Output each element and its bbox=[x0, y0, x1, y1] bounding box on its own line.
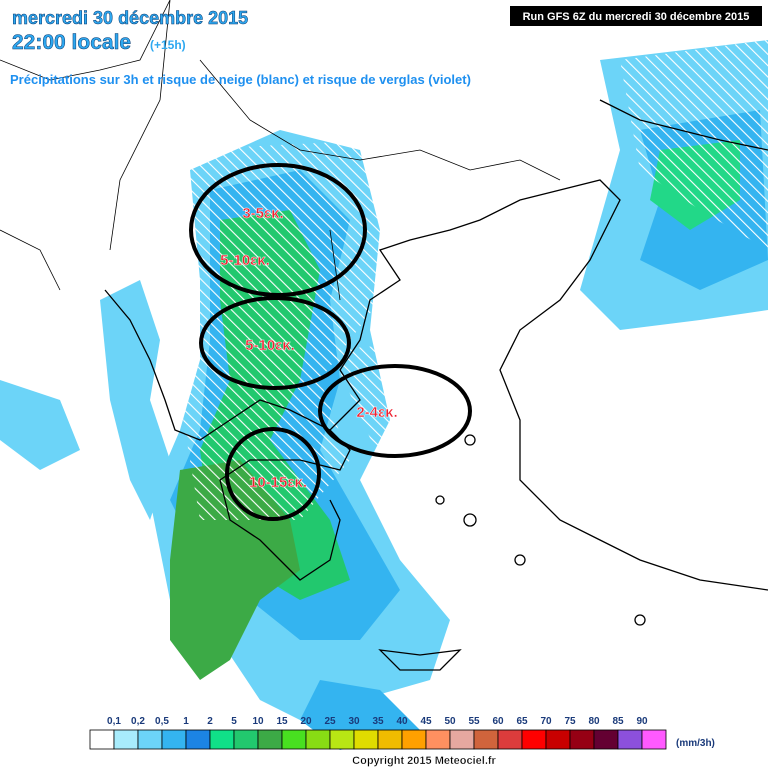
copyright: Copyright 2015 Meteociel.fr bbox=[352, 755, 496, 767]
legend-label: 70 bbox=[540, 716, 552, 727]
legend-swatch bbox=[209, 729, 235, 750]
coastlines bbox=[0, 0, 768, 671]
legend-swatch bbox=[497, 729, 523, 750]
snow-annotation: 5-10εκ. bbox=[245, 337, 295, 354]
time: 22:00 locale bbox=[12, 31, 131, 54]
legend-swatch bbox=[305, 729, 331, 750]
legend-swatch bbox=[113, 729, 139, 750]
legend-swatch bbox=[185, 729, 211, 750]
legend-label: 5 bbox=[231, 716, 237, 727]
legend-swatch bbox=[473, 729, 499, 750]
legend-swatch bbox=[233, 729, 259, 750]
legend-label: 1 bbox=[183, 716, 189, 727]
legend-label: 90 bbox=[636, 716, 648, 727]
run-label: Run GFS 6Z du mercredi 30 décembre 2015 bbox=[523, 11, 750, 23]
legend-label: 0,1 bbox=[107, 716, 121, 727]
legend-label: 65 bbox=[516, 716, 528, 727]
date: mercredi 30 décembre 2015 bbox=[12, 8, 248, 28]
legend-unit: (mm/3h) bbox=[676, 738, 715, 749]
legend-swatch bbox=[593, 729, 619, 750]
snow-annotation: 3-5εκ. bbox=[242, 205, 283, 222]
legend-swatch bbox=[257, 729, 283, 750]
subtitle: Précipitations sur 3h et risque de neige… bbox=[10, 72, 471, 87]
legend-swatch bbox=[617, 729, 643, 750]
legend-swatch bbox=[353, 729, 379, 750]
legend-label: 0,2 bbox=[131, 716, 145, 727]
annotation-rings bbox=[189, 163, 472, 521]
legend-label: 35 bbox=[372, 716, 384, 727]
legend: 0,1 0,2 0,5 1 2 5 10 15 20 25 30 35 40 45 50 55 60 65 70 75… bbox=[89, 716, 667, 750]
snow-annotation: 2-4εκ. bbox=[356, 404, 397, 421]
legend-label: 0,5 bbox=[155, 716, 169, 727]
legend-label: 40 bbox=[396, 716, 408, 727]
legend-label: 80 bbox=[588, 716, 600, 727]
legend-label: 60 bbox=[492, 716, 504, 727]
legend-label: 75 bbox=[564, 716, 576, 727]
legend-label: 15 bbox=[276, 716, 288, 727]
legend-swatch bbox=[89, 729, 115, 750]
legend-label: 30 bbox=[348, 716, 360, 727]
offset: (+15h) bbox=[150, 38, 186, 52]
legend-swatch bbox=[569, 729, 595, 750]
legend-swatch bbox=[377, 729, 403, 750]
legend-swatch bbox=[545, 729, 571, 750]
legend-label: 20 bbox=[300, 716, 312, 727]
legend-label: 2 bbox=[207, 716, 213, 727]
legend-swatch bbox=[329, 729, 355, 750]
legend-swatch bbox=[137, 729, 163, 750]
legend-swatch bbox=[161, 729, 187, 750]
legend-swatch bbox=[401, 729, 427, 750]
legend-label: 50 bbox=[444, 716, 456, 727]
snow-annotation: 10-15εκ. bbox=[249, 474, 307, 491]
legend-swatch bbox=[521, 729, 547, 750]
legend-label: 25 bbox=[324, 716, 336, 727]
legend-label: 55 bbox=[468, 716, 480, 727]
snow-annotation: 5-10εκ. bbox=[220, 252, 270, 269]
legend-swatch bbox=[281, 729, 307, 750]
legend-swatch bbox=[641, 729, 667, 750]
legend-label: 10 bbox=[252, 716, 264, 727]
legend-label: 85 bbox=[612, 716, 624, 727]
legend-swatch bbox=[425, 729, 451, 750]
legend-label: 45 bbox=[420, 716, 432, 727]
legend-swatch bbox=[449, 729, 475, 750]
run-box bbox=[510, 6, 762, 26]
